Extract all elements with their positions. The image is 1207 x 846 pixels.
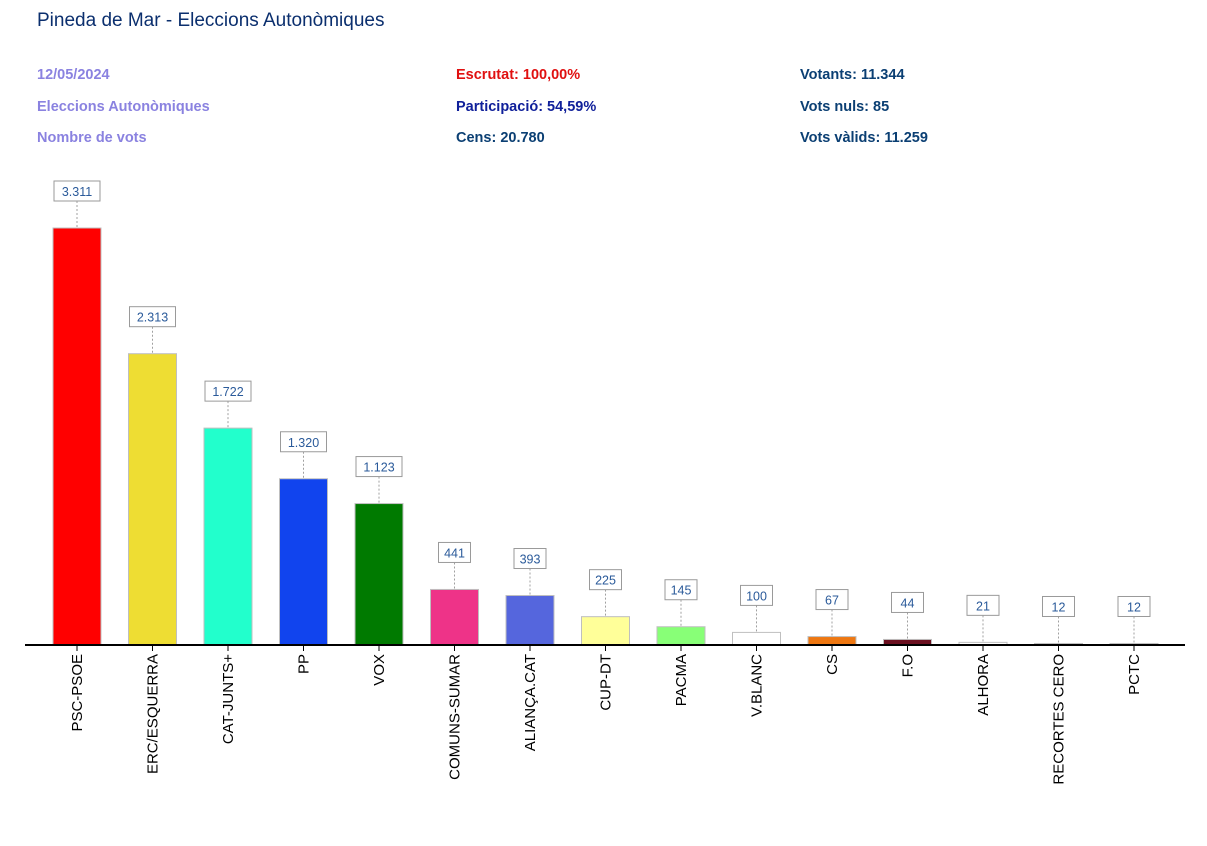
value-label-box <box>891 591 924 613</box>
bar-10 <box>732 631 781 646</box>
census-stat: Cens: 20.780 <box>456 130 545 146</box>
value-label-box <box>204 380 252 402</box>
category-label: COMUNS-SUMAR <box>447 654 464 780</box>
bar-7 <box>505 595 555 646</box>
value-label-box <box>1042 595 1075 617</box>
value-label-box <box>815 589 849 611</box>
value-label: 1.722 <box>212 385 243 399</box>
bar-3 <box>203 427 253 646</box>
category-label: F.O <box>900 654 917 677</box>
scrutiny-stat: Escrutat: 100,00% <box>456 67 581 83</box>
category-label: PACMA <box>673 654 690 706</box>
metric-label: Nombre de vots <box>37 130 147 146</box>
election-date: 12/05/2024 <box>37 67 110 83</box>
value-label: 12 <box>1127 600 1141 614</box>
page-title: Pineda de Mar - Eleccions Autonòmiques <box>37 10 385 31</box>
value-label: 100 <box>746 589 767 603</box>
category-label: PSC-PSOE <box>69 654 86 732</box>
voters-stat: Votants: 11.344 <box>800 67 905 83</box>
category-label: RECORTES CERO <box>1051 654 1068 785</box>
value-label-box <box>966 594 1000 616</box>
bar-9 <box>656 626 706 646</box>
category-label: V.BLANC <box>749 654 766 717</box>
bar-8 <box>581 616 630 646</box>
value-label-box <box>280 431 327 453</box>
bar-11 <box>807 636 857 646</box>
value-label: 2.313 <box>137 311 168 325</box>
category-label: ALIANÇA.CAT <box>522 654 539 751</box>
bar-4 <box>279 478 328 646</box>
category-label: VOX <box>371 654 388 686</box>
value-label-box <box>740 584 773 606</box>
participation-stat: Participació: 54,59% <box>456 99 597 115</box>
value-label: 225 <box>595 574 616 588</box>
bar-1 <box>52 227 102 646</box>
value-label-box <box>1117 595 1151 617</box>
category-label: PCTC <box>1126 654 1143 695</box>
bar-5 <box>354 503 404 646</box>
value-label: 3.311 <box>62 185 92 199</box>
category-label: CUP-DT <box>598 654 615 711</box>
null-votes-stat: Vots nuls: 85 <box>800 99 890 115</box>
value-label-box <box>589 569 622 591</box>
category-label: ERC/ESQUERRA <box>145 654 162 774</box>
category-label: PP <box>296 654 313 674</box>
value-label: 441 <box>444 546 465 560</box>
bar-6 <box>430 588 479 646</box>
value-label: 12 <box>1052 600 1066 614</box>
bar-2 <box>128 353 177 646</box>
category-label: ALHORA <box>975 654 992 716</box>
value-label-box <box>664 579 698 601</box>
election-name: Eleccions Autonòmiques <box>37 99 210 115</box>
value-label: 1.123 <box>363 461 394 475</box>
value-label: 145 <box>671 584 692 598</box>
value-label: 21 <box>976 599 990 613</box>
value-label-box <box>355 456 403 478</box>
category-label: CAT-JUNTS+ <box>220 654 237 744</box>
value-label: 67 <box>825 594 839 608</box>
value-label-box <box>513 548 547 570</box>
value-label-box <box>129 306 176 328</box>
value-label: 44 <box>901 596 915 610</box>
value-label-box <box>53 180 101 202</box>
value-label-box <box>438 541 471 563</box>
value-label: 1.320 <box>288 436 319 450</box>
category-label: CS <box>824 654 841 675</box>
valid-votes-stat: Vots vàlids: 11.259 <box>800 130 928 146</box>
value-label: 393 <box>520 553 541 567</box>
